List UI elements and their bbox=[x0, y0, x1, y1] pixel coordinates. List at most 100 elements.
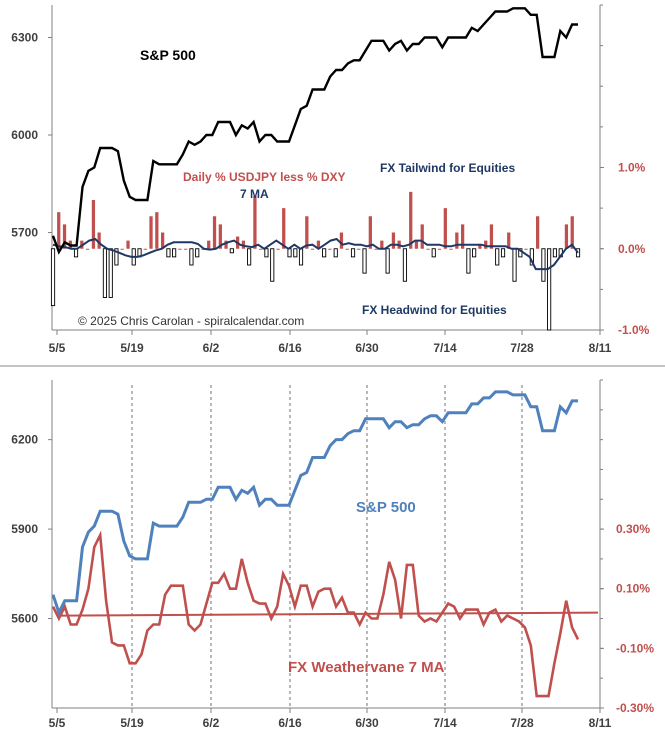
top-daily-bar bbox=[374, 248, 378, 250]
copyright-label: © 2025 Chris Carolan - spiralcalendar.co… bbox=[78, 314, 304, 328]
top-daily-bar bbox=[461, 224, 465, 249]
bottom-x-tick-label: 7/28 bbox=[510, 716, 534, 730]
top-left-tick-label: 6300 bbox=[11, 31, 38, 45]
top-daily-bar bbox=[345, 248, 349, 250]
top-daily-bar bbox=[62, 224, 67, 249]
top-daily-bar bbox=[293, 248, 298, 258]
top-daily-bar bbox=[229, 248, 234, 254]
top-sp500-line bbox=[51, 7, 578, 255]
top-x-tick-label: 6/30 bbox=[355, 341, 379, 355]
top-daily-label: Daily % USDJPY less % DXY bbox=[183, 170, 346, 184]
top-daily-bar bbox=[564, 224, 569, 249]
top-x-tick-label: 7/28 bbox=[510, 341, 534, 355]
top-daily-bar bbox=[195, 248, 200, 258]
top-daily-bar bbox=[368, 216, 372, 249]
top-left-tick-label: 5700 bbox=[11, 226, 38, 240]
top-daily-bar bbox=[391, 232, 396, 249]
bottom-x-tick-label: 6/2 bbox=[203, 716, 220, 730]
top-daily-bar bbox=[322, 248, 327, 258]
top-x-tick-label: 6/2 bbox=[203, 341, 220, 355]
top-right-tick-label: 0.0% bbox=[618, 242, 646, 256]
bottom-left-tick-label: 6200 bbox=[11, 433, 38, 447]
top-daily-bar bbox=[166, 248, 171, 258]
top-daily-bar bbox=[73, 248, 79, 258]
top-daily-bar bbox=[91, 200, 96, 249]
top-daily-bar bbox=[270, 248, 275, 282]
top-daily-bar bbox=[224, 240, 228, 249]
bottom-right-tick-label: 0.10% bbox=[616, 582, 650, 596]
top-daily-bar bbox=[455, 232, 459, 249]
top-daily-bar bbox=[50, 248, 56, 307]
top-daily-bar bbox=[218, 224, 222, 249]
top-daily-bar bbox=[298, 248, 304, 266]
bottom-trend-line bbox=[60, 611, 599, 617]
top-daily-bar bbox=[414, 240, 419, 249]
bottom-x-tick-label: 5/5 bbox=[49, 716, 66, 730]
top-left-axis-ticks: 5700 6000 6300 bbox=[11, 31, 52, 240]
top-headwind-label: FX Headwind for Equities bbox=[362, 303, 507, 317]
top-daily-bar bbox=[362, 248, 367, 274]
top-daily-bar bbox=[507, 232, 511, 249]
top-daily-bar bbox=[478, 244, 482, 249]
top-daily-bars bbox=[50, 191, 581, 331]
top-daily-bar bbox=[449, 248, 453, 250]
top-daily-bar bbox=[155, 212, 159, 249]
top-daily-bar bbox=[316, 240, 321, 249]
bottom-right-axis-ticks: -0.30% -0.10% 0.10% 0.30% bbox=[600, 379, 654, 715]
top-right-tick-label: -1.0% bbox=[618, 323, 650, 337]
bottom-x-tick-label: 6/30 bbox=[355, 716, 379, 730]
top-x-tick-label: 5/5 bbox=[49, 341, 66, 355]
top-daily-bar bbox=[431, 248, 436, 258]
top-right-axis-ticks: -1.0% 0.0% 1.0% bbox=[600, 4, 650, 337]
top-daily-bar bbox=[282, 208, 286, 249]
top-daily-bar bbox=[207, 240, 211, 249]
bottom-x-tick-label: 8/11 bbox=[589, 716, 612, 730]
top-daily-bar bbox=[259, 248, 263, 250]
top-daily-bar bbox=[466, 248, 471, 274]
top-daily-bar bbox=[443, 208, 447, 249]
bottom-left-tick-label: 5600 bbox=[11, 612, 38, 626]
bottom-sp500-line bbox=[51, 390, 578, 617]
top-daily-bar bbox=[500, 248, 506, 258]
top-daily-bar bbox=[264, 248, 269, 258]
top-daily-bar bbox=[311, 248, 315, 250]
top-x-tick-label: 8/11 bbox=[589, 341, 612, 355]
top-daily-bar bbox=[380, 240, 384, 249]
top-daily-bar bbox=[143, 248, 147, 250]
top-right-tick-label: 1.0% bbox=[618, 161, 646, 175]
top-daily-bar bbox=[420, 224, 424, 249]
top-daily-bar bbox=[333, 248, 338, 258]
top-daily-bar bbox=[536, 216, 540, 249]
top-daily-bar bbox=[86, 248, 90, 250]
top-daily-bar bbox=[189, 248, 194, 266]
bottom-left-axis-ticks: 5600 5900 6200 bbox=[11, 433, 52, 626]
top-daily-bar bbox=[512, 248, 517, 282]
top-daily-bar bbox=[97, 232, 101, 249]
top-daily-bar bbox=[126, 240, 130, 249]
top-daily-bar bbox=[489, 224, 494, 249]
top-daily-bar bbox=[102, 248, 108, 298]
bottom-x-tick-label: 7/14 bbox=[433, 716, 457, 730]
top-tailwind-label: FX Tailwind for Equities bbox=[380, 161, 515, 175]
top-sp500-label: S&P 500 bbox=[140, 47, 196, 63]
top-daily-bar bbox=[495, 248, 500, 266]
top-daily-bar bbox=[287, 248, 292, 258]
bottom-x-tick-label: 6/16 bbox=[278, 716, 302, 730]
top-x-tick-label: 5/19 bbox=[120, 341, 144, 355]
bottom-weathervane-line bbox=[51, 530, 580, 698]
top-daily-bar bbox=[212, 216, 217, 249]
top-daily-bar bbox=[172, 248, 177, 258]
top-daily-bar bbox=[350, 248, 356, 258]
top-daily-bar bbox=[570, 216, 574, 249]
bottom-left-tick-label: 5900 bbox=[11, 522, 38, 536]
bottom-right-tick-label: 0.30% bbox=[616, 522, 650, 536]
top-daily-bar bbox=[178, 248, 182, 250]
top-7ma-line bbox=[52, 237, 579, 271]
top-daily-bar bbox=[524, 248, 528, 250]
top-daily-bar bbox=[357, 248, 361, 250]
top-daily-bar bbox=[57, 212, 61, 249]
top-daily-bar bbox=[472, 248, 477, 258]
top-daily-bar bbox=[108, 248, 113, 298]
